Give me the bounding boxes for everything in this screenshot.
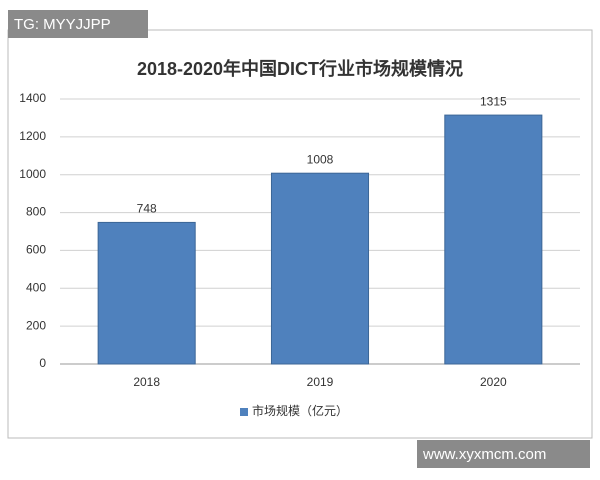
y-tick-label: 600 bbox=[26, 243, 46, 257]
data-label: 1008 bbox=[307, 152, 334, 166]
watermark-box bbox=[8, 10, 148, 38]
data-label: 1315 bbox=[480, 94, 507, 108]
legend-label: 市场规模（亿元） bbox=[252, 403, 348, 418]
x-tick-label: 2019 bbox=[307, 375, 334, 389]
watermark: TG: MYYJJPP bbox=[14, 16, 111, 33]
watermark: www.xyxmcm.com bbox=[422, 446, 546, 463]
data-label: 748 bbox=[137, 202, 157, 216]
y-tick-label: 0 bbox=[39, 356, 46, 370]
y-tick-label: 800 bbox=[26, 205, 46, 219]
x-tick-label: 2018 bbox=[133, 375, 160, 389]
y-tick-label: 200 bbox=[26, 318, 46, 332]
y-tick-label: 1000 bbox=[19, 167, 46, 181]
y-tick-label: 1400 bbox=[19, 91, 46, 105]
y-tick-label: 1200 bbox=[19, 129, 46, 143]
bar bbox=[97, 221, 196, 365]
watermark-box bbox=[417, 440, 590, 468]
x-tick-label: 2020 bbox=[480, 375, 507, 389]
y-tick-label: 400 bbox=[26, 280, 46, 294]
bar bbox=[444, 114, 543, 365]
bar bbox=[270, 172, 370, 365]
legend-swatch bbox=[240, 408, 248, 416]
chart-title: 2018-2020年中国DICT行业市场规模情况 bbox=[137, 58, 463, 79]
